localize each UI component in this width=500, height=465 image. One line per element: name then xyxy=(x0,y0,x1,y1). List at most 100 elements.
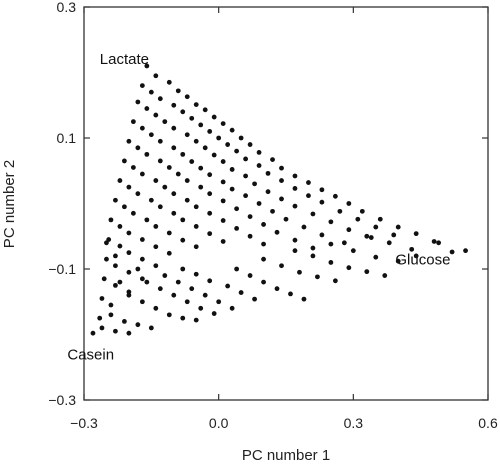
data-point xyxy=(166,230,172,236)
data-point xyxy=(234,266,240,272)
data-point xyxy=(126,250,132,256)
data-point xyxy=(153,178,159,183)
data-point xyxy=(126,269,132,275)
data-point xyxy=(274,286,280,292)
data-point xyxy=(310,211,316,217)
data-point xyxy=(247,142,253,147)
data-point xyxy=(126,230,132,236)
data-point xyxy=(261,241,266,247)
data-point xyxy=(319,199,325,205)
data-point xyxy=(113,197,118,203)
data-point xyxy=(234,148,240,154)
data-point xyxy=(270,208,275,214)
data-point xyxy=(198,305,204,311)
data-point xyxy=(283,216,289,222)
data-point xyxy=(153,263,159,269)
data-point xyxy=(220,218,226,223)
data-point xyxy=(193,102,199,107)
data-point xyxy=(252,181,257,187)
data-point xyxy=(153,224,159,229)
data-point xyxy=(247,214,253,220)
data-point xyxy=(288,291,293,297)
data-point xyxy=(171,102,177,108)
data-point xyxy=(337,208,343,214)
data-point xyxy=(220,121,226,126)
data-point xyxy=(220,159,226,164)
data-point xyxy=(139,276,145,282)
data-point xyxy=(99,296,105,301)
data-point xyxy=(184,299,190,305)
data-point xyxy=(256,201,262,206)
data-point xyxy=(364,269,370,275)
data-point xyxy=(198,165,204,171)
data-point xyxy=(108,312,114,318)
data-point xyxy=(139,237,145,242)
data-point xyxy=(220,198,226,204)
data-point xyxy=(229,167,235,172)
data-point xyxy=(243,193,249,199)
data-point xyxy=(193,244,199,250)
data-point xyxy=(184,94,190,100)
data-point xyxy=(139,83,145,88)
data-point xyxy=(364,233,370,239)
data-point xyxy=(243,156,249,162)
data-point xyxy=(148,325,154,331)
data-point xyxy=(122,319,127,324)
data-point xyxy=(144,106,150,111)
data-point xyxy=(135,145,141,151)
data-point xyxy=(126,184,132,190)
data-point xyxy=(184,178,190,183)
data-point xyxy=(108,302,114,308)
data-point xyxy=(292,173,298,179)
y-tick-label: −0.1 xyxy=(48,261,76,277)
data-point xyxy=(202,292,208,298)
data-point xyxy=(171,191,177,197)
data-point xyxy=(211,114,217,120)
data-point xyxy=(139,125,145,131)
data-point xyxy=(265,189,271,195)
data-point xyxy=(256,163,262,168)
data-point xyxy=(166,165,172,170)
x-tick-label: 0.0 xyxy=(209,415,229,431)
data-point xyxy=(301,296,307,302)
x-tick-label: −0.3 xyxy=(70,415,98,431)
data-point xyxy=(193,224,199,229)
data-point xyxy=(175,171,181,177)
data-point xyxy=(261,222,266,227)
data-point xyxy=(126,330,132,336)
data-point xyxy=(198,184,204,190)
data-point xyxy=(279,196,284,202)
data-point xyxy=(189,115,195,121)
data-point xyxy=(409,246,415,252)
data-point xyxy=(270,157,275,163)
data-point xyxy=(355,216,361,222)
data-point xyxy=(229,305,235,311)
data-point xyxy=(207,191,213,197)
data-point xyxy=(198,122,204,128)
data-point xyxy=(130,165,136,170)
data-point xyxy=(157,286,163,292)
data-point xyxy=(238,290,244,295)
data-point xyxy=(216,135,222,141)
data-point xyxy=(175,88,181,94)
data-point xyxy=(225,142,231,147)
data-point xyxy=(207,231,213,237)
data-point xyxy=(117,178,123,183)
data-point xyxy=(413,253,419,259)
data-point xyxy=(359,208,365,214)
data-point xyxy=(391,232,397,238)
y-axis-label: PC number 2 xyxy=(1,160,18,248)
data-point xyxy=(207,210,213,216)
data-point xyxy=(135,99,141,105)
annotation-glucose: Glucose xyxy=(395,251,450,268)
data-point xyxy=(126,138,132,144)
data-point xyxy=(292,248,298,254)
data-point xyxy=(189,286,195,292)
data-point xyxy=(144,63,150,69)
data-point xyxy=(310,253,316,259)
data-point xyxy=(368,235,374,240)
data-point xyxy=(153,112,159,118)
data-point xyxy=(135,322,141,328)
data-point xyxy=(113,328,118,334)
